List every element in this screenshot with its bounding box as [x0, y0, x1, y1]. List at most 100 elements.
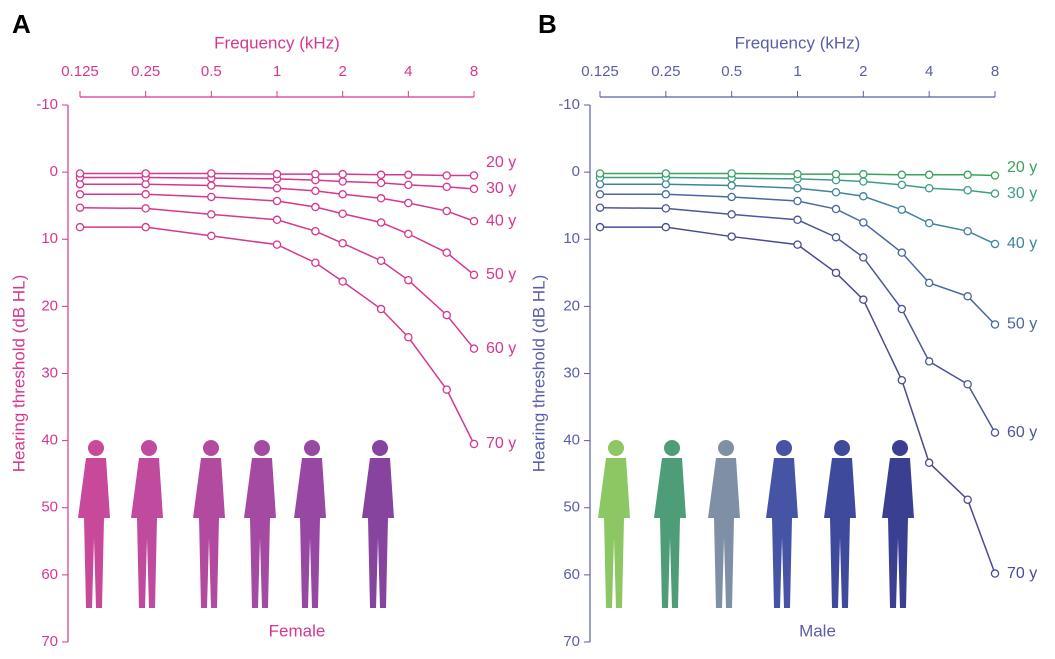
data-point [963, 185, 972, 195]
data-point [963, 226, 972, 236]
silhouette-body [193, 458, 225, 608]
data-point [469, 184, 479, 194]
data-point [924, 357, 934, 366]
data-point [338, 177, 347, 186]
data-point [75, 169, 85, 178]
y-tick-label: 10 [563, 230, 580, 247]
data-point [404, 198, 413, 208]
data-point [897, 375, 907, 385]
y-axis-title: Hearing threshold (dB HL) [9, 275, 28, 472]
silhouette-head [718, 440, 734, 456]
data-point [924, 458, 934, 468]
data-point [469, 216, 479, 226]
series-label: 20 y [1007, 159, 1037, 176]
data-point [727, 232, 736, 241]
data-point [924, 170, 934, 180]
data-point [272, 169, 282, 179]
data-point [595, 190, 605, 199]
x-tick-label: 0.125 [581, 63, 619, 80]
data-point [595, 222, 605, 232]
data-point [963, 292, 972, 301]
data-point [990, 569, 1000, 578]
y-tick-label: 50 [563, 499, 580, 516]
x-tick-label: 2 [859, 63, 867, 80]
data-point [897, 180, 907, 190]
series-line [600, 193, 996, 326]
data-point [469, 439, 479, 449]
data-point [338, 209, 347, 218]
y-tick-label: 20 [563, 297, 580, 314]
series-line [600, 183, 996, 245]
data-point [311, 202, 320, 212]
data-point [141, 190, 150, 199]
series-line [600, 172, 996, 177]
silhouette-head [892, 440, 908, 456]
data-point [859, 253, 868, 262]
data-point [141, 169, 150, 178]
y-axis-title: Hearing threshold (dB HL) [529, 275, 548, 472]
silhouette-head [372, 440, 388, 456]
data-point [469, 344, 479, 353]
data-point [469, 270, 479, 280]
data-point [442, 385, 451, 394]
data-point [661, 190, 671, 199]
silhouette-body [78, 458, 110, 608]
silhouette-head [664, 440, 680, 456]
data-point [990, 189, 1000, 198]
series-line [80, 172, 474, 177]
data-point [727, 181, 736, 190]
data-point [990, 320, 1000, 329]
data-point [859, 218, 868, 227]
x-tick-label: 8 [991, 63, 999, 80]
data-point [338, 190, 347, 199]
data-point [141, 222, 150, 232]
y-tick-label: 40 [41, 432, 58, 449]
data-point [963, 379, 972, 389]
data-point [376, 218, 386, 227]
data-point [831, 232, 841, 242]
x-axis-title: Frequency (kHz) [735, 33, 861, 52]
series-label: 60 y [1007, 424, 1037, 441]
silhouette-head [834, 440, 850, 456]
data-point [404, 180, 413, 190]
data-point [404, 275, 413, 285]
data-point [442, 206, 451, 216]
data-point [897, 205, 907, 214]
data-point [924, 218, 934, 228]
series-label: 70 y [486, 435, 516, 452]
silhouette-head [141, 440, 157, 456]
data-point [272, 183, 282, 193]
series-label: 60 y [486, 340, 516, 357]
silhouette-head [304, 440, 320, 456]
silhouette-head [254, 440, 270, 456]
silhouette-body [766, 458, 798, 608]
data-point [793, 196, 802, 206]
data-point [311, 186, 320, 196]
data-point [859, 295, 868, 304]
series-line [80, 183, 475, 222]
data-point [793, 240, 802, 249]
series-label: 20 y [486, 154, 516, 171]
y-tick-label: 0 [572, 163, 580, 180]
data-point [897, 170, 907, 180]
x-tick-label: 2 [338, 63, 346, 80]
data-point [207, 210, 216, 219]
data-point [272, 215, 282, 225]
data-point [831, 268, 841, 278]
y-tick-label: 40 [563, 432, 580, 449]
silhouette-body [598, 458, 630, 608]
caption: Female [269, 621, 326, 640]
y-tick-label: 30 [41, 364, 58, 381]
series-label: 40 y [486, 212, 516, 229]
data-point [75, 190, 85, 199]
y-tick-label: 30 [563, 364, 580, 381]
series-line [600, 226, 996, 574]
series-line [80, 193, 475, 276]
series-line [599, 206, 996, 433]
silhouette-body [882, 458, 914, 608]
data-point [727, 210, 736, 219]
x-tick-label: 4 [925, 63, 933, 80]
data-point [963, 170, 972, 180]
y-tick-label: -10 [558, 96, 580, 113]
